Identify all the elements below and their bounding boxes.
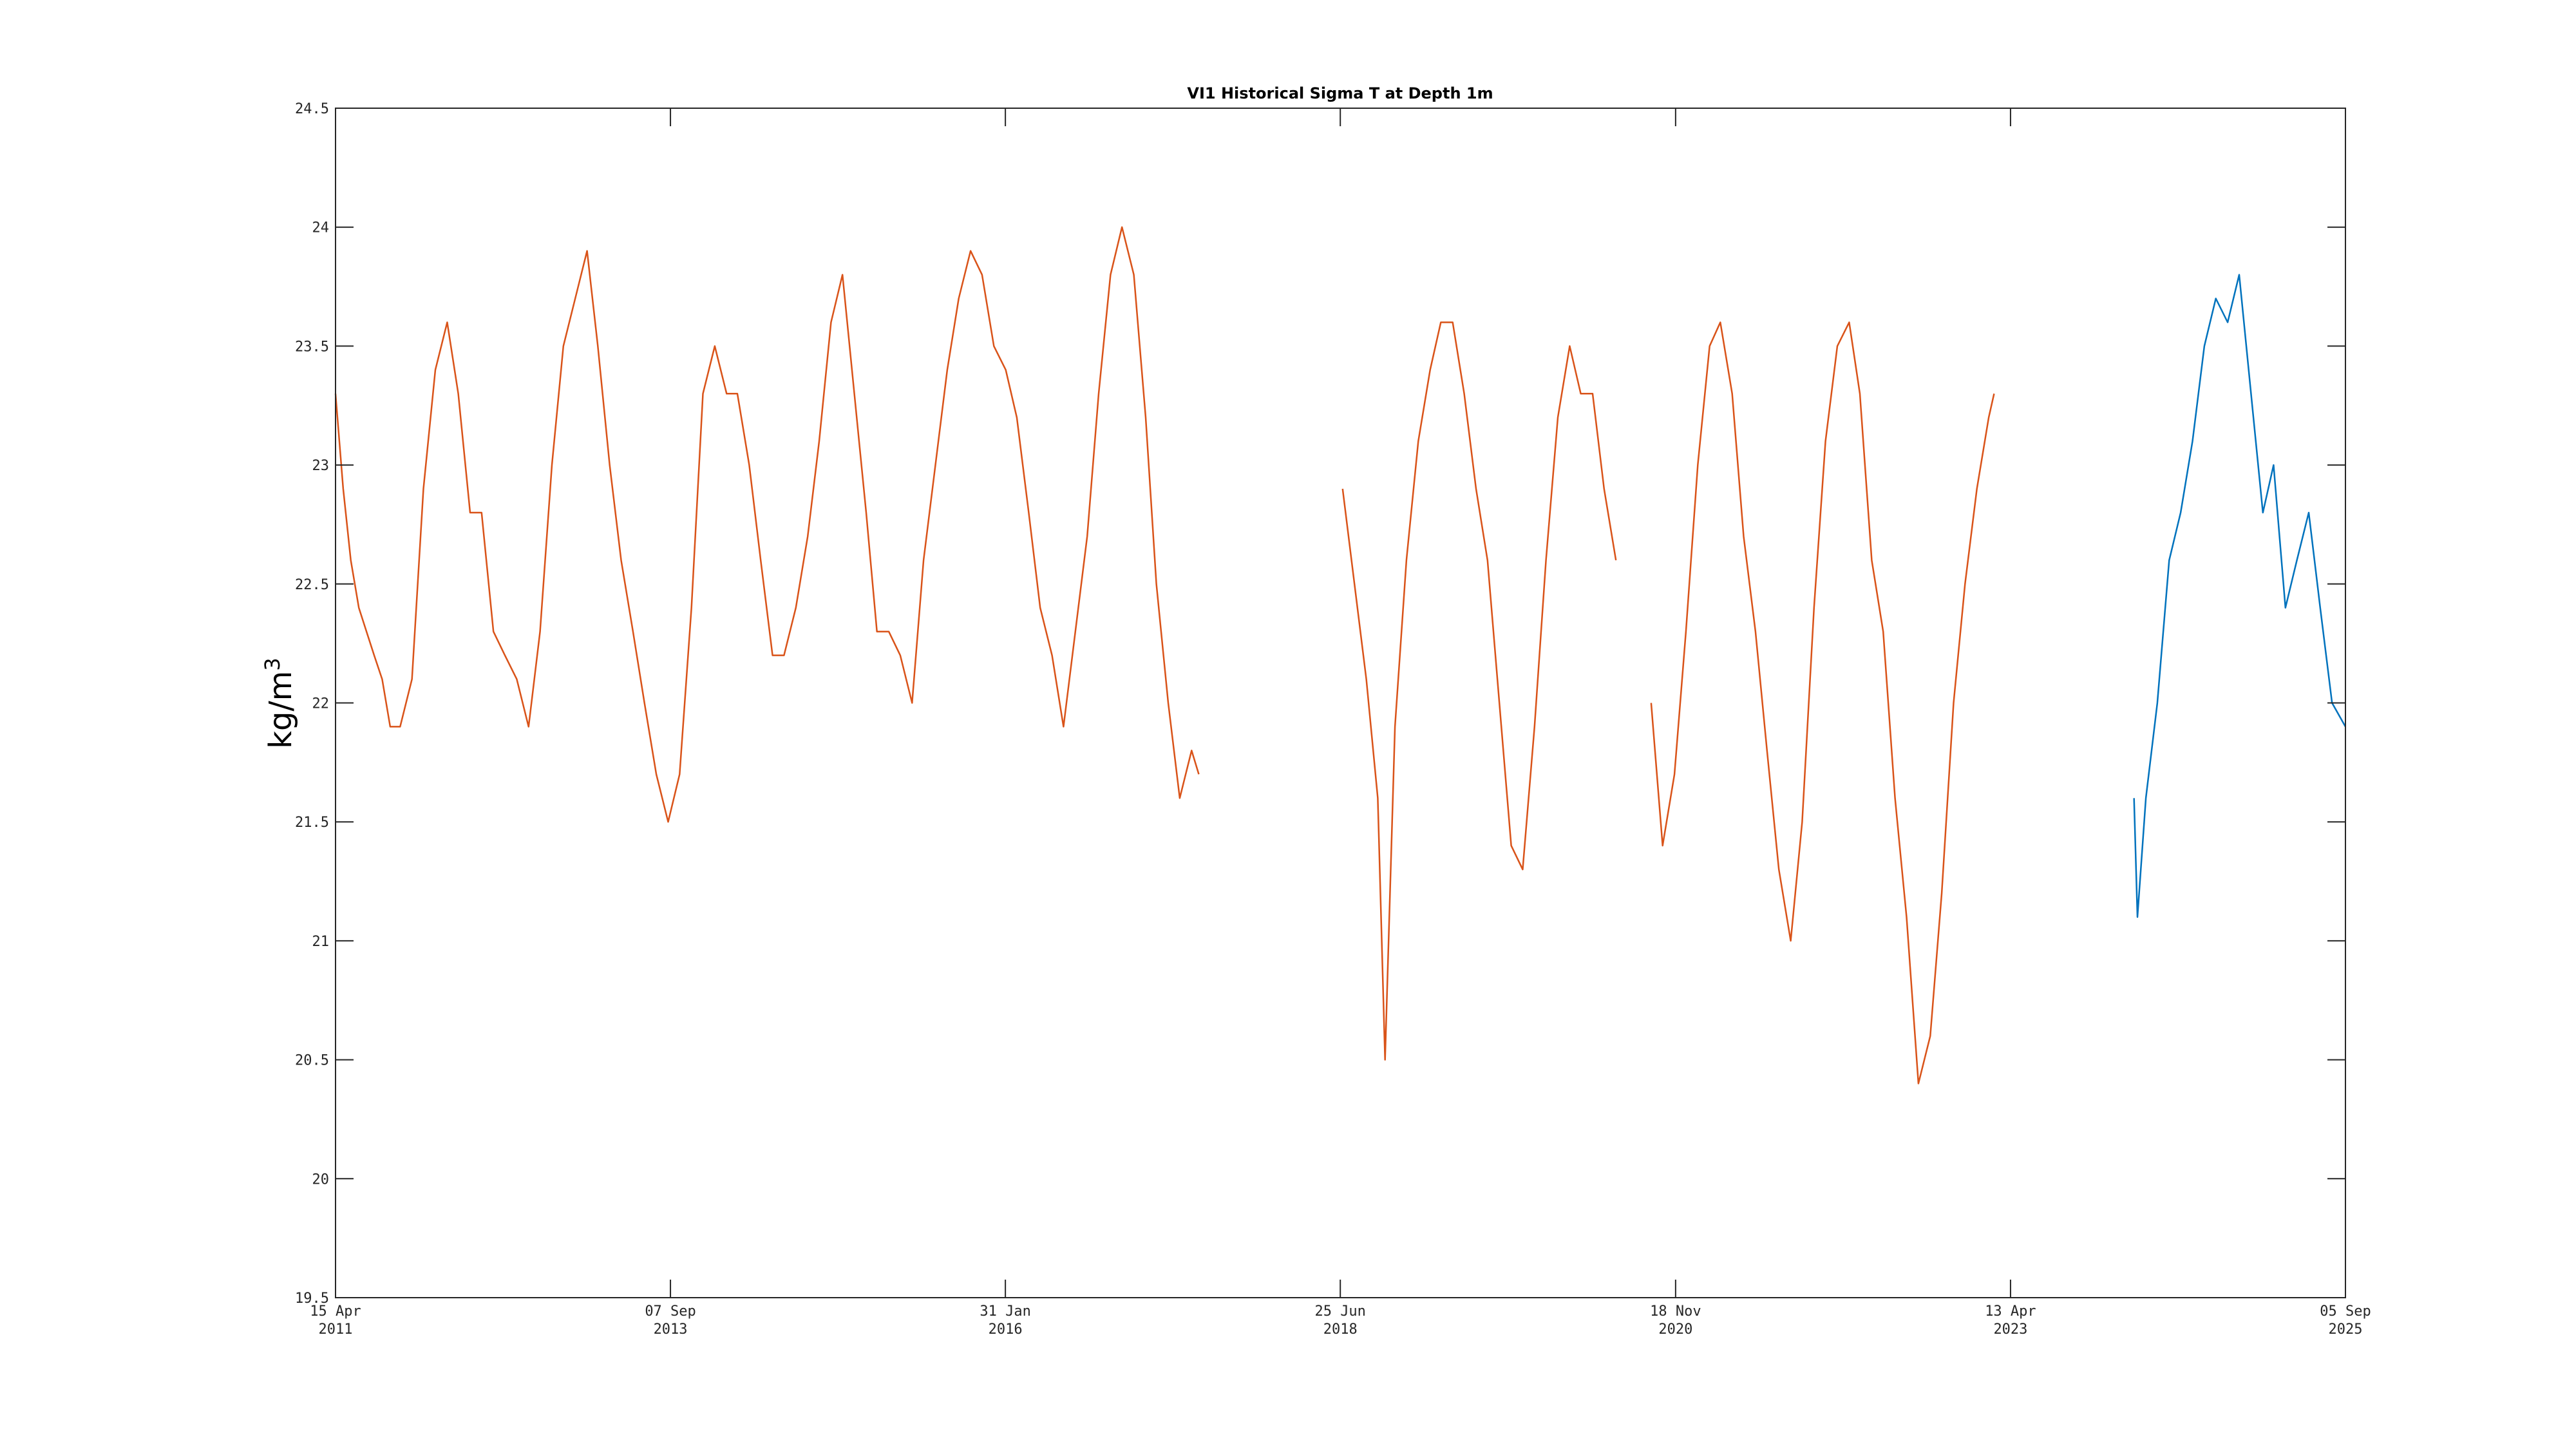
y-axis-label-superscript: 3 xyxy=(260,658,285,670)
x-tick-label-line2-5: 2023 xyxy=(1993,1321,2027,1338)
y-axis-label: kg/m3 xyxy=(260,658,299,749)
x-tick-label-line1-5: 13 Apr xyxy=(1985,1303,2036,1320)
x-tick-label-4: 18 Nov 2020 xyxy=(1650,1303,1701,1338)
x-tick-label-5: 13 Apr 2023 xyxy=(1985,1303,2036,1338)
y-tick-label-3: 21 xyxy=(312,934,330,950)
x-tick-label-line1-6: 05 Sep xyxy=(2320,1303,2371,1320)
x-tick-label-3: 25 Jun 2018 xyxy=(1314,1303,1365,1338)
x-tick-label-1: 07 Sep 2013 xyxy=(645,1303,696,1338)
y-tick-label-9: 24 xyxy=(312,220,330,236)
x-tick-label-line2-0: 2011 xyxy=(319,1321,353,1338)
x-tick-label-line1-1: 07 Sep xyxy=(645,1303,696,1320)
y-tick-label-5: 22 xyxy=(312,696,330,712)
series-layer xyxy=(334,226,2347,1084)
x-tick-label-line2-3: 2018 xyxy=(1323,1321,1358,1338)
series-0-line-segment-0 xyxy=(334,226,1200,823)
x-tick-label-line2-4: 2020 xyxy=(1658,1321,1692,1338)
y-tick-label-7: 23 xyxy=(312,458,330,474)
y-tick-label-1: 20 xyxy=(312,1171,330,1188)
x-tick-label-line2-1: 2013 xyxy=(654,1321,688,1338)
series-0-line-segment-1 xyxy=(1341,321,1617,1061)
x-tick-label-line2-2: 2016 xyxy=(989,1321,1023,1338)
y-tick-label-0: 19.5 xyxy=(295,1291,329,1307)
x-tick-label-0: 15 Apr 2011 xyxy=(310,1303,361,1338)
x-tick-label-line1-2: 31 Jan xyxy=(980,1303,1030,1320)
y-axis-label-unit: kg/m xyxy=(263,671,299,749)
y-tick-label-6: 22.5 xyxy=(295,577,329,593)
y-tick-label-2: 20.5 xyxy=(295,1053,329,1069)
y-tick-label-4: 21.5 xyxy=(295,815,329,831)
y-tick-label-10: 24.5 xyxy=(295,101,329,117)
x-tick-label-2: 31 Jan 2016 xyxy=(980,1303,1030,1338)
y-tick-label-8: 23.5 xyxy=(295,339,329,355)
series-1-line-segment-0 xyxy=(2133,274,2347,918)
x-tick-label-line2-6: 2025 xyxy=(2329,1321,2363,1338)
x-tick-label-6: 05 Sep 2025 xyxy=(2320,1303,2371,1338)
x-tick-label-line1-3: 25 Jun xyxy=(1314,1303,1365,1320)
x-tick-label-line1-4: 18 Nov xyxy=(1650,1303,1701,1320)
series-0-line-segment-2 xyxy=(1650,321,1995,1084)
chart-title: VI1 Historical Sigma T at Depth 1m xyxy=(1187,84,1493,102)
tick-layer: 19.5 20 20.5 21 21.5 22 22.5 23 23.5 24 24.5 15 Apr… xyxy=(295,101,2371,1338)
x-tick-label-line1-0: 15 Apr xyxy=(310,1303,361,1320)
